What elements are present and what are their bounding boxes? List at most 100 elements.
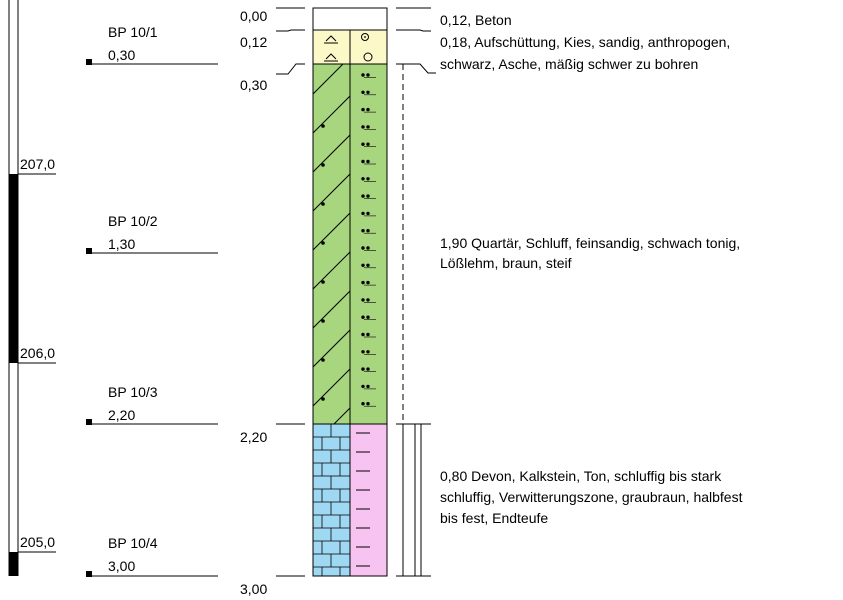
layer-descriptions: 0,12, Beton 0,18, Aufschüttung, Kies, sa… xyxy=(440,12,746,526)
silt-dot xyxy=(366,211,370,216)
layer-description-devon: 0,80 Devon, Kalkstein, Ton, schluffig bi… xyxy=(440,468,746,526)
sample-marker: BP 10/4 3,00 xyxy=(86,535,218,577)
description-leaders xyxy=(396,7,436,74)
silt-dot xyxy=(361,246,365,250)
silt-dot xyxy=(361,298,365,302)
depth-label: 2,20 xyxy=(240,429,267,445)
silt-dot xyxy=(361,263,365,267)
desc-leader xyxy=(396,29,431,32)
gravel-symbol xyxy=(364,36,366,38)
sample-name: BP 10/1 xyxy=(108,24,158,40)
silt-dot xyxy=(361,350,365,354)
scale-block-black-bottom xyxy=(9,552,18,576)
depth-label: 0,12 xyxy=(240,34,267,50)
hatch-dot xyxy=(321,319,325,323)
elevation-label: 205,0 xyxy=(20,534,55,550)
silt-dot xyxy=(366,298,370,302)
silt-dot xyxy=(361,367,365,371)
hatch-line xyxy=(313,64,344,95)
hatch-line xyxy=(313,329,350,368)
sample-marker: BP 10/3 2,20 xyxy=(86,384,218,425)
elevation-scale: 207,0 206,0 205,0 xyxy=(8,0,56,576)
silt-hatch xyxy=(313,64,350,424)
water-indicators xyxy=(396,64,431,577)
silt-dot xyxy=(361,280,365,285)
sample-marker-square xyxy=(86,571,92,577)
hatch-dot xyxy=(321,397,325,401)
hatch-line xyxy=(313,212,350,251)
hatch-dot xyxy=(321,241,325,245)
silt-dot xyxy=(366,229,370,233)
silt-dot xyxy=(366,263,370,267)
silt-dot xyxy=(361,332,365,337)
sample-depth: 3,00 xyxy=(108,558,135,574)
silt-dot xyxy=(361,90,365,95)
silt-dot xyxy=(361,159,365,164)
limestone-brick-pattern xyxy=(313,423,350,576)
silt-dot xyxy=(366,125,370,129)
silt-dot xyxy=(366,367,370,371)
silt-dot xyxy=(361,142,365,146)
fill-symbols xyxy=(324,33,373,62)
samples: BP 10/1 0,30 BP 10/2 1,30 BP 10/3 2,20 B… xyxy=(86,24,218,577)
hatch-line xyxy=(313,173,350,212)
layer-description-beton: 0,12, Beton xyxy=(440,12,512,28)
hatch-dot xyxy=(321,358,325,362)
sample-depth: 1,30 xyxy=(108,236,135,252)
hatch-dot xyxy=(321,280,325,284)
depth-label: 0,00 xyxy=(240,8,267,24)
depth-label: 3,00 xyxy=(240,581,267,597)
sample-marker: BP 10/2 1,30 xyxy=(86,213,218,254)
silt-dot xyxy=(361,107,365,112)
desc-leader xyxy=(396,63,436,74)
sample-name: BP 10/3 xyxy=(108,384,158,400)
hatch-line xyxy=(313,134,350,173)
silt-dot xyxy=(366,332,370,337)
sample-name: BP 10/2 xyxy=(108,213,158,229)
caret-symbol xyxy=(325,53,337,60)
layer-beton xyxy=(312,7,388,31)
silt-dot xyxy=(361,384,365,389)
sample-name: BP 10/4 xyxy=(108,535,158,551)
silt-dot xyxy=(366,90,370,95)
depth-scale: 0,00 0,12 0,30 2,20 3,00 xyxy=(240,7,305,597)
depth-leader xyxy=(276,63,305,75)
silt-dot xyxy=(366,159,370,164)
hatch-line xyxy=(313,290,350,329)
sample-marker: BP 10/1 0,30 xyxy=(86,24,218,65)
silt-dot xyxy=(366,177,370,181)
sample-depth: 0,30 xyxy=(108,47,135,63)
silt-dot xyxy=(366,246,370,250)
hatch-line xyxy=(313,251,350,290)
sample-marker-square xyxy=(86,419,92,425)
silt-dot xyxy=(361,194,365,198)
silt-dot xyxy=(366,73,370,77)
silt-dot xyxy=(366,315,370,319)
layer-description-fill: 0,18, Aufschüttung, Kies, sandig, anthro… xyxy=(440,34,734,72)
gravel-symbol xyxy=(363,52,373,62)
hatch-dot xyxy=(321,163,325,167)
elevation-label: 207,0 xyxy=(20,156,55,172)
hatch-line xyxy=(313,368,350,407)
silt-dot xyxy=(366,194,370,198)
silt-dots xyxy=(361,73,376,407)
silt-dot xyxy=(366,142,370,146)
depth-label: 0,30 xyxy=(240,77,267,93)
hatch-line xyxy=(333,407,350,424)
layer-devon-clay xyxy=(349,423,388,577)
sample-marker-square xyxy=(86,248,92,254)
depth-leader xyxy=(276,29,305,32)
elevation-label: 206,0 xyxy=(20,345,55,361)
hatch-line xyxy=(313,95,350,134)
caret-symbol xyxy=(325,35,337,42)
silt-dot xyxy=(361,402,365,406)
layer-devon-limestone xyxy=(312,423,351,577)
silt-dot xyxy=(361,229,365,233)
silt-dot xyxy=(366,107,370,112)
scale-block-black xyxy=(9,174,18,363)
sample-depth: 2,20 xyxy=(108,407,135,423)
silt-dot xyxy=(361,315,365,319)
layer-description-silt: 1,90 Quartär, Schluff, feinsandig, schwa… xyxy=(440,235,744,271)
